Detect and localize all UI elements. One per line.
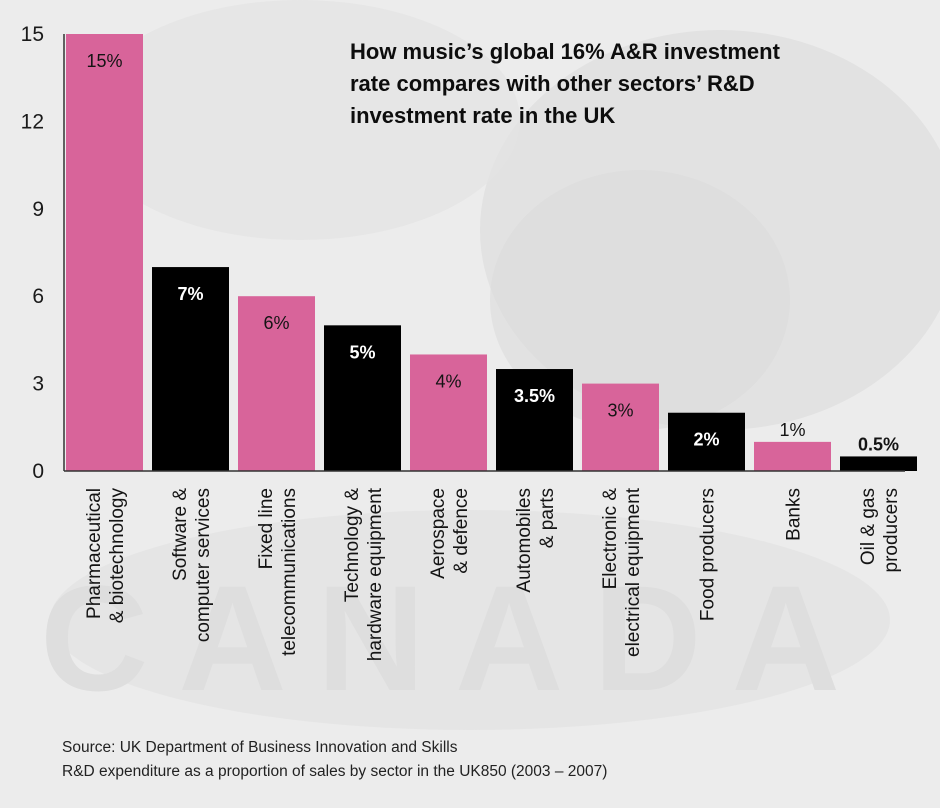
svg-text:CANADA: CANADA — [40, 554, 870, 722]
chart-title: How music’s global 16% A&R investment ra… — [350, 36, 910, 132]
bar — [152, 267, 229, 471]
x-tick-label: Automobiles — [514, 488, 535, 593]
y-tick-label: 3 — [32, 373, 44, 396]
y-tick-label: 6 — [32, 285, 44, 308]
bar-value-label: 3% — [607, 401, 633, 421]
bar — [840, 456, 917, 471]
bar-value-label: 6% — [263, 313, 289, 333]
bar-value-label: 3.5% — [514, 386, 555, 406]
x-tick-label: Fixed line — [256, 488, 277, 569]
x-tick-label: Electronic & — [600, 488, 621, 590]
x-tick-label: & biotechnology — [107, 488, 128, 624]
source-line: R&D expenditure as a proportion of sales… — [62, 763, 608, 780]
x-tick-label: computer services — [193, 488, 214, 642]
x-tick-label: Banks — [784, 488, 805, 541]
bar — [238, 296, 315, 471]
bar — [754, 441, 831, 471]
y-tick-label: 0 — [32, 460, 44, 483]
x-tick-label: Oil & gas — [858, 488, 879, 565]
bar-value-label: 1% — [779, 420, 805, 440]
bar-value-label: 2% — [693, 430, 719, 450]
chart-title-line: How music’s global 16% A&R investment — [350, 39, 780, 64]
bar-value-label: 7% — [177, 284, 203, 304]
y-tick-label: 12 — [21, 110, 44, 133]
x-tick-label: hardware equipment — [365, 487, 386, 661]
bar-value-label: 15% — [86, 51, 122, 71]
x-tick-label: producers — [881, 488, 902, 573]
bar — [668, 412, 745, 471]
x-tick-label: Software & — [170, 488, 191, 581]
x-tick-label: Pharmaceutical — [84, 488, 105, 619]
source-line: Source: UK Department of Business Innova… — [62, 739, 458, 756]
bar-value-label: 5% — [349, 342, 375, 362]
x-tick-label: Aerospace — [428, 488, 449, 579]
chart-title-line: investment rate in the UK — [350, 103, 616, 128]
bar — [66, 34, 143, 471]
x-tick-label: & defence — [451, 488, 472, 574]
x-tick-label: telecommunications — [279, 488, 300, 656]
bar — [582, 383, 659, 471]
bar-value-label: 4% — [435, 371, 461, 391]
x-tick-label: electrical equipment — [623, 487, 644, 657]
source-note: Source: UK Department of Business Innova… — [62, 736, 607, 784]
y-tick-label: 15 — [21, 23, 44, 46]
y-tick-label: 9 — [32, 198, 44, 221]
x-tick-label: & parts — [537, 488, 558, 548]
x-tick-label: Food producers — [698, 488, 719, 621]
bar — [496, 369, 573, 471]
chart-title-line: rate compares with other sectors’ R&D — [350, 71, 755, 96]
x-tick-label: Technology & — [342, 488, 363, 602]
bar-value-label: 0.5% — [858, 434, 899, 454]
bar — [410, 354, 487, 471]
bar — [324, 325, 401, 471]
